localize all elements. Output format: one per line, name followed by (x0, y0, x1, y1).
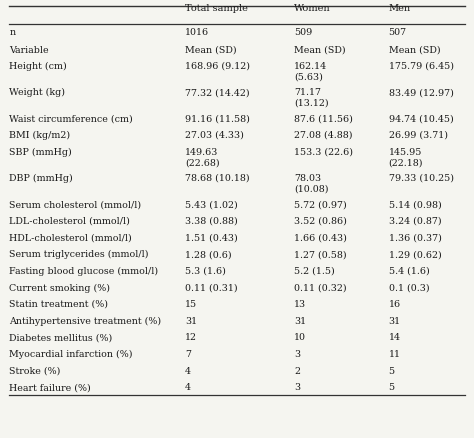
Text: 5.4 (1.6): 5.4 (1.6) (389, 267, 429, 276)
Text: 87.6 (11.56): 87.6 (11.56) (294, 114, 353, 124)
Text: 2: 2 (294, 367, 300, 376)
Text: Current smoking (%): Current smoking (%) (9, 283, 110, 293)
Text: 7: 7 (185, 350, 191, 359)
Text: 1.28 (0.6): 1.28 (0.6) (185, 250, 231, 259)
Text: 13: 13 (294, 300, 306, 309)
Text: 12: 12 (185, 333, 197, 343)
Text: 1.66 (0.43): 1.66 (0.43) (294, 233, 347, 243)
Text: Mean (SD): Mean (SD) (389, 46, 440, 55)
Text: Women: Women (294, 4, 330, 13)
Text: 0.1 (0.3): 0.1 (0.3) (389, 283, 429, 293)
Text: 0.11 (0.32): 0.11 (0.32) (294, 283, 346, 293)
Text: HDL-cholesterol (mmol/l): HDL-cholesterol (mmol/l) (9, 233, 132, 243)
Text: 3.52 (0.86): 3.52 (0.86) (294, 217, 347, 226)
Text: 1.51 (0.43): 1.51 (0.43) (185, 233, 237, 243)
Text: Mean (SD): Mean (SD) (294, 46, 346, 55)
Text: 162.14
(5.63): 162.14 (5.63) (294, 62, 327, 81)
Text: 3: 3 (294, 383, 300, 392)
Text: 507: 507 (389, 28, 407, 37)
Text: 77.32 (14.42): 77.32 (14.42) (185, 88, 249, 97)
Text: 168.96 (9.12): 168.96 (9.12) (185, 62, 250, 71)
Text: DBP (mmHg): DBP (mmHg) (9, 174, 73, 183)
Text: 145.95
(22.18): 145.95 (22.18) (389, 148, 423, 167)
Text: 15: 15 (185, 300, 197, 309)
Text: 1.36 (0.37): 1.36 (0.37) (389, 233, 442, 243)
Text: Stroke (%): Stroke (%) (9, 367, 61, 376)
Text: 4: 4 (185, 383, 191, 392)
Text: 31: 31 (294, 317, 306, 326)
Text: 78.03
(10.08): 78.03 (10.08) (294, 174, 328, 194)
Text: 153.3 (22.6): 153.3 (22.6) (294, 148, 353, 157)
Text: Height (cm): Height (cm) (9, 62, 67, 71)
Text: 5.72 (0.97): 5.72 (0.97) (294, 200, 346, 209)
Text: Serum cholesterol (mmol/l): Serum cholesterol (mmol/l) (9, 200, 142, 209)
Text: 26.99 (3.71): 26.99 (3.71) (389, 131, 447, 140)
Text: 5.14 (0.98): 5.14 (0.98) (389, 200, 441, 209)
Text: 10: 10 (294, 333, 306, 343)
Text: 31: 31 (185, 317, 197, 326)
Text: Antihypertensive treatment (%): Antihypertensive treatment (%) (9, 317, 162, 326)
Text: 27.03 (4.33): 27.03 (4.33) (185, 131, 244, 140)
Text: Myocardial infarction (%): Myocardial infarction (%) (9, 350, 133, 359)
Text: SBP (mmHg): SBP (mmHg) (9, 148, 72, 157)
Text: Waist circumference (cm): Waist circumference (cm) (9, 114, 133, 124)
Text: 1.29 (0.62): 1.29 (0.62) (389, 250, 441, 259)
Text: LDL-cholesterol (mmol/l): LDL-cholesterol (mmol/l) (9, 217, 130, 226)
Text: Mean (SD): Mean (SD) (185, 46, 237, 55)
Text: 5: 5 (389, 367, 395, 376)
Text: 3.24 (0.87): 3.24 (0.87) (389, 217, 441, 226)
Text: 3: 3 (294, 350, 300, 359)
Text: Heart failure (%): Heart failure (%) (9, 383, 91, 392)
Text: Diabetes mellitus (%): Diabetes mellitus (%) (9, 333, 113, 343)
Text: 94.74 (10.45): 94.74 (10.45) (389, 114, 454, 124)
Text: Serum triglycerides (mmol/l): Serum triglycerides (mmol/l) (9, 250, 149, 259)
Text: 1.27 (0.58): 1.27 (0.58) (294, 250, 346, 259)
Text: 27.08 (4.88): 27.08 (4.88) (294, 131, 352, 140)
Text: 4: 4 (185, 367, 191, 376)
Text: 91.16 (11.58): 91.16 (11.58) (185, 114, 250, 124)
Text: Variable: Variable (9, 46, 49, 55)
Text: 3.38 (0.88): 3.38 (0.88) (185, 217, 237, 226)
Text: 16: 16 (389, 300, 401, 309)
Text: Weight (kg): Weight (kg) (9, 88, 65, 97)
Text: Fasting blood glucose (mmol/l): Fasting blood glucose (mmol/l) (9, 267, 159, 276)
Text: BMI (kg/m2): BMI (kg/m2) (9, 131, 71, 140)
Text: 509: 509 (294, 28, 312, 37)
Text: 71.17
(13.12): 71.17 (13.12) (294, 88, 328, 108)
Text: 79.33 (10.25): 79.33 (10.25) (389, 174, 454, 183)
Text: 5.3 (1.6): 5.3 (1.6) (185, 267, 226, 276)
Text: 149.63
(22.68): 149.63 (22.68) (185, 148, 219, 167)
Text: 0.11 (0.31): 0.11 (0.31) (185, 283, 237, 293)
Text: 5.2 (1.5): 5.2 (1.5) (294, 267, 335, 276)
Text: 175.79 (6.45): 175.79 (6.45) (389, 62, 454, 71)
Text: 1016: 1016 (185, 28, 209, 37)
Text: 5: 5 (389, 383, 395, 392)
Text: n: n (9, 28, 16, 37)
Text: Men: Men (389, 4, 411, 13)
Text: Total sample: Total sample (185, 4, 248, 13)
Text: 14: 14 (389, 333, 401, 343)
Text: Statin treatment (%): Statin treatment (%) (9, 300, 109, 309)
Text: 11: 11 (389, 350, 401, 359)
Text: 83.49 (12.97): 83.49 (12.97) (389, 88, 454, 97)
Text: 5.43 (1.02): 5.43 (1.02) (185, 200, 237, 209)
Text: 31: 31 (389, 317, 401, 326)
Text: 78.68 (10.18): 78.68 (10.18) (185, 174, 249, 183)
